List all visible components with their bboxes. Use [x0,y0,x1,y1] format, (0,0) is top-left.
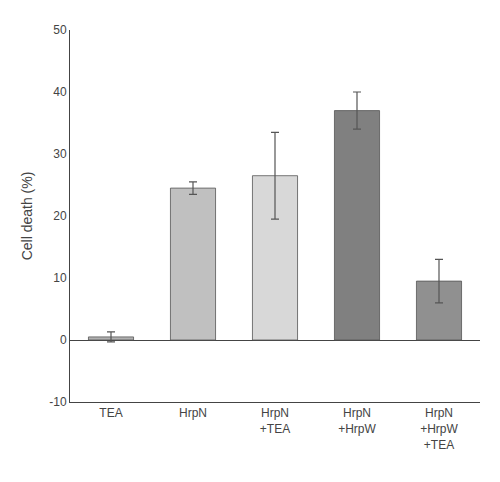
svg-text:10: 10 [53,271,67,285]
svg-text:-10: -10 [49,395,67,409]
svg-text:TEA: TEA [99,406,122,420]
svg-text:HrpN+TEA: HrpN+TEA [260,406,290,436]
svg-text:HrpN: HrpN [179,406,207,420]
svg-text:20: 20 [53,209,67,223]
svg-text:50: 50 [53,23,67,37]
svg-text:Cell death (%): Cell death (%) [19,172,35,261]
svg-text:HrpN+HrpW: HrpN+HrpW [338,406,376,436]
svg-text:30: 30 [53,147,67,161]
svg-text:0: 0 [60,333,67,347]
svg-text:40: 40 [53,85,67,99]
svg-text:HrpN+HrpW+TEA: HrpN+HrpW+TEA [420,406,458,451]
